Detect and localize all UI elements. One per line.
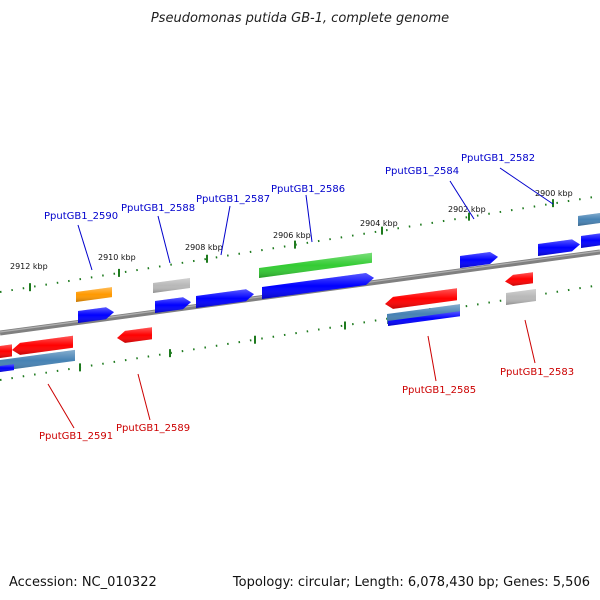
feature-2582-a-shading	[538, 239, 580, 256]
feature-2585-blue-shading	[388, 311, 460, 326]
tick-rows	[0, 195, 600, 381]
callout-line-2583	[524, 319, 536, 364]
gene-label-2589[interactable]: PputGB1_2589	[116, 423, 190, 434]
feature-2584-shading	[460, 251, 498, 268]
feature-left-red-shading	[0, 344, 12, 358]
tick-label-2902: 2902 kbp	[448, 205, 486, 214]
gene-label-2587[interactable]: PputGB1_2587	[196, 194, 270, 205]
feature-2583-a-shading	[505, 272, 533, 286]
tick-label-2900: 2900 kbp	[535, 189, 573, 198]
feature-2590-shading	[78, 307, 114, 323]
genome-summary-text: Topology: circular; Length: 6,078,430 bp…	[232, 575, 590, 590]
feature-2588-gray-shading	[153, 278, 190, 293]
major-ticks	[29, 199, 554, 372]
callout-line-2582	[499, 167, 554, 205]
gene-label-2585[interactable]: PputGB1_2585	[402, 385, 476, 396]
callout-line-2590	[77, 224, 93, 271]
map-title: Pseudomonas putida GB-1, complete genome	[151, 11, 449, 26]
callout-line-2587	[220, 205, 231, 256]
feature-2582-b-shading	[581, 233, 600, 248]
tick-labels: 2900 kbp 2902 kbp 2904 kbp 2906 kbp 2908…	[10, 189, 573, 271]
feature-2586-shading	[262, 272, 374, 299]
gene-features	[0, 213, 600, 372]
tick-label-2910: 2910 kbp	[98, 253, 136, 262]
feature-2585-red-shading	[385, 288, 457, 309]
feature-2588-shading	[155, 297, 191, 313]
inner-tick-row	[0, 284, 600, 381]
callout-line-2591	[47, 383, 75, 429]
gene-label-2583[interactable]: PputGB1_2583	[500, 367, 574, 378]
feature-2591-red-shading	[12, 335, 73, 355]
tick-label-2904: 2904 kbp	[360, 219, 398, 228]
callout-lines	[47, 167, 554, 429]
feature-top-right-shading	[578, 213, 600, 226]
feature-2587-shading	[196, 289, 254, 308]
outer-tick-row	[0, 195, 600, 293]
feature-2589-shading	[117, 327, 152, 343]
tick-label-2908: 2908 kbp	[185, 243, 223, 252]
gene-label-2591[interactable]: PputGB1_2591	[39, 431, 113, 442]
callout-line-2584	[449, 180, 475, 220]
feature-2586-green-shading	[259, 252, 372, 278]
feature-2591-steel-shading	[0, 349, 75, 371]
gene-label-2590[interactable]: PputGB1_2590	[44, 211, 118, 222]
callout-line-2586	[305, 194, 313, 243]
callout-line-2588	[157, 215, 171, 264]
tick-label-2912: 2912 kbp	[10, 262, 48, 271]
callout-line-2585	[427, 335, 437, 382]
gene-label-2588[interactable]: PputGB1_2588	[121, 203, 195, 214]
feature-2583-b-shading	[506, 288, 536, 305]
feature-left-blue-shading	[0, 364, 14, 372]
accession-text: Accession: NC_010322	[9, 575, 157, 590]
gene-label-2582[interactable]: PputGB1_2582	[461, 153, 535, 164]
feature-2590-orange-shading	[76, 287, 112, 302]
callout-line-2589	[137, 373, 151, 421]
gene-labels: PputGB1_2582 PputGB1_2584 PputGB1_2586 P…	[39, 153, 574, 442]
gene-label-2586[interactable]: PputGB1_2586	[271, 184, 345, 195]
gene-label-2584[interactable]: PputGB1_2584	[385, 166, 459, 177]
tick-label-2906: 2906 kbp	[273, 231, 311, 240]
